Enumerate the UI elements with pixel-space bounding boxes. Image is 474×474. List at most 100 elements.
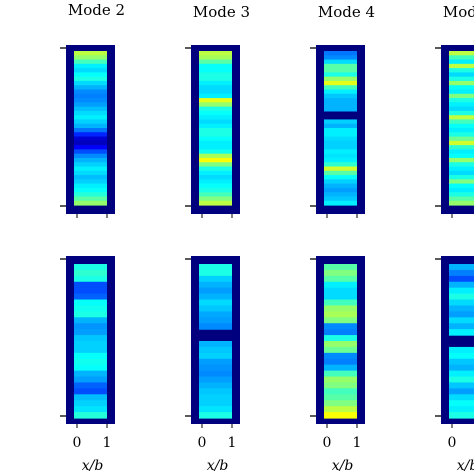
heatmap-cell	[74, 170, 107, 176]
heatmap-cell	[74, 370, 107, 378]
heatmap-cell	[324, 287, 357, 295]
heatmap-cell	[449, 98, 474, 103]
heatmap-cell	[74, 110, 107, 116]
heatmap-cell	[449, 119, 474, 125]
heatmap-cell	[74, 412, 107, 419]
heatmap-cell	[74, 394, 107, 401]
heatmap-cell	[199, 93, 232, 99]
heatmap-cell	[449, 110, 474, 116]
heatmap-cell	[74, 358, 107, 366]
heatmap-cell	[449, 293, 474, 301]
heatmap-cell	[324, 123, 357, 129]
panel-title: Mode 5	[443, 3, 474, 21]
heatmap-cell	[449, 89, 474, 95]
heatmap-cell	[74, 192, 107, 198]
heatmap-cell	[449, 140, 474, 146]
heatmap-cell	[324, 192, 357, 198]
heatmap-cell	[449, 412, 474, 419]
heatmap-cell	[74, 140, 107, 146]
heatmap-cell	[199, 149, 232, 155]
heatmap-cell	[199, 106, 232, 112]
heatmap-cell	[74, 305, 107, 312]
heatmap-cell	[324, 55, 357, 61]
heatmap-cell	[199, 68, 232, 73]
heatmap-cell	[199, 264, 232, 271]
heatmap-cell	[449, 170, 474, 176]
heatmap-cell	[324, 128, 357, 133]
heatmap-cell	[324, 136, 357, 142]
heatmap-cell	[449, 85, 474, 91]
heatmap-cell	[74, 166, 107, 172]
heatmap-cell	[449, 382, 474, 389]
heatmap-cell	[324, 388, 357, 395]
heatmap-cell	[74, 364, 107, 372]
heatmap-cell	[324, 98, 357, 103]
heatmap-cell	[199, 187, 232, 193]
heatmap-cell	[324, 305, 357, 312]
heatmap-cell	[74, 123, 107, 129]
heatmap-cell	[74, 329, 107, 336]
heatmap-cell	[449, 264, 474, 271]
heatmap-cell	[74, 128, 107, 133]
heatmap-cell	[449, 68, 474, 73]
panel-title: Mode 3	[193, 3, 250, 21]
heatmap-cell	[199, 157, 232, 163]
heatmap-cell	[74, 93, 107, 99]
heatmap-cell	[324, 400, 357, 407]
heatmap-cell	[74, 55, 107, 61]
heatmap-cell	[449, 406, 474, 413]
heatmap-cell	[74, 264, 107, 271]
heatmap-cell	[199, 136, 232, 142]
heatmap-cell	[324, 412, 357, 419]
heatmap-cell	[449, 370, 474, 378]
heatmap-cell	[199, 89, 232, 95]
heatmap-cell	[199, 119, 232, 125]
heatmap-cell	[199, 183, 232, 189]
heatmap-cell	[324, 68, 357, 73]
heatmap-cell	[199, 287, 232, 295]
heatmap-cell	[74, 382, 107, 389]
heatmap-cell	[449, 51, 474, 56]
heatmap-cell	[199, 170, 232, 176]
heatmap-cell	[74, 269, 107, 277]
heatmap-cell	[324, 76, 357, 82]
heatmap-cell	[199, 311, 232, 318]
x-axis-label: x/b	[332, 458, 354, 474]
heatmap-cell	[199, 394, 232, 401]
heatmap-cell	[199, 341, 232, 348]
heatmap-cell	[74, 281, 107, 289]
heatmap-cell	[324, 119, 357, 125]
heatmap-cell	[199, 55, 232, 61]
heatmap-cell	[74, 153, 107, 159]
heatmap-cell	[74, 287, 107, 295]
heatmap-cell	[199, 406, 232, 413]
heatmap-cell	[449, 63, 474, 69]
heatmap-cell	[449, 166, 474, 172]
heatmap-cell	[199, 269, 232, 277]
heatmap-cell	[324, 63, 357, 69]
heatmap-cell	[324, 179, 357, 185]
heatmap-cell	[74, 335, 107, 342]
heatmap-cell	[199, 346, 232, 354]
heatmap-cell	[74, 406, 107, 413]
heatmap-cell	[74, 85, 107, 91]
heatmap-cell	[324, 187, 357, 193]
heatmap-cell	[324, 341, 357, 348]
heatmap-cell	[199, 153, 232, 159]
heatmap-cell	[324, 311, 357, 318]
heatmap-cell	[449, 305, 474, 312]
heatmap-cell	[199, 145, 232, 150]
x-tick-label: 0	[198, 435, 207, 451]
heatmap-cell	[199, 376, 232, 384]
heatmap-cell	[324, 376, 357, 384]
heatmap-cell	[199, 59, 232, 65]
heatmap-cell	[74, 106, 107, 112]
heatmap-cell	[324, 293, 357, 301]
heatmap-cell	[324, 200, 357, 206]
heatmap-cell	[449, 59, 474, 65]
heatmap-cell	[74, 275, 107, 283]
heatmap-cell	[74, 80, 107, 86]
heatmap-cell	[324, 352, 357, 360]
heatmap-cell	[199, 179, 232, 185]
